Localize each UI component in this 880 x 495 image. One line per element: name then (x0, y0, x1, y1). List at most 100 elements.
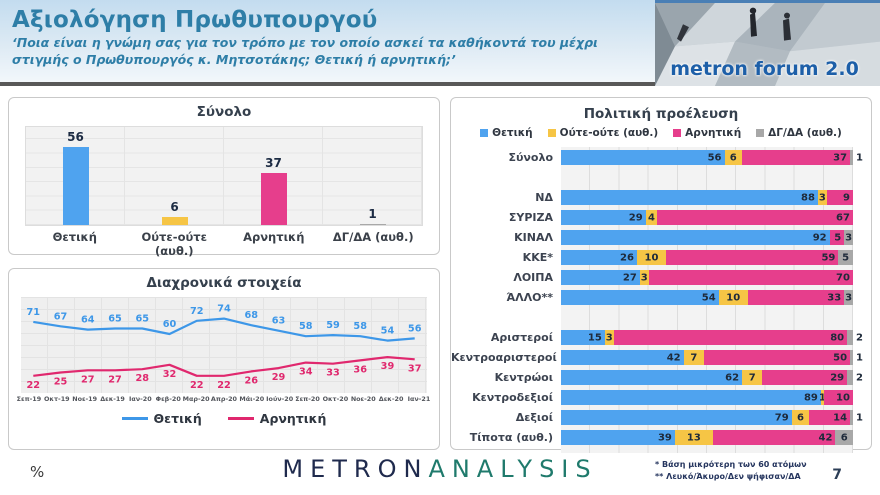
x-tick-label: Δεκ-20 (378, 395, 404, 403)
footnote-base: * Βάση μικρότερη των 60 ατόμων (655, 460, 807, 469)
point-value-label: 63 (272, 316, 286, 327)
segment-value-label: 27 (622, 272, 637, 283)
bar-segment (847, 330, 853, 345)
legend-line-swatch (227, 417, 254, 420)
bar-segment: 37 (742, 150, 851, 165)
segment-value-label: 6 (796, 412, 804, 423)
segment-value-label: 92 (812, 232, 827, 243)
brand-analysis: ANALYSIS (428, 455, 598, 483)
stacked-row: Κεντροδεξιοί 89 1 10 (451, 390, 871, 405)
row-track: 27 3 70 (561, 270, 853, 285)
bar-segment: 6 (835, 430, 853, 445)
point-value-label: 67 (54, 311, 68, 322)
x-tick-label: Οκτ-20 (322, 395, 349, 403)
row-track: 54 10 33 3 (561, 290, 853, 305)
bar-value-label: 37 (265, 156, 282, 171)
x-tick-label: Απρ-20 (210, 395, 237, 403)
point-value-label: 27 (81, 374, 95, 385)
row-label: Κεντροδεξιοί (472, 391, 553, 404)
x-tick-label: Ιαν-20 (129, 395, 152, 403)
panel-origin-title: Πολιτική προέλευση (583, 106, 739, 122)
bar-segment: 3 (844, 290, 853, 305)
bar-segment: 70 (648, 270, 853, 285)
bar-segment: 26 (561, 250, 637, 265)
panel-political-origin: Πολιτική προέλευση Θετική Ούτε-ούτε (αυθ.… (450, 97, 872, 453)
x-tick-label: Ιούν-20 (266, 395, 294, 403)
segment-value-label: 89 (803, 392, 818, 403)
segment-value-label: 7 (690, 352, 698, 363)
bar-segment: 1 (819, 390, 826, 405)
bar-slot: 37 (224, 127, 323, 225)
row-label: ΚΙΝΑΛ (514, 231, 553, 244)
row-label: ΛΟΙΠΑ (513, 271, 553, 284)
segment-value-label: 10 (726, 292, 741, 303)
bar-category-label: ΔΓ/ΔΑ (αυθ.) (332, 230, 414, 244)
segment-value-label: 26 (619, 252, 634, 263)
row-label: Τίποτα (αυθ.) (469, 431, 553, 444)
segment-value-label: 3 (818, 192, 826, 203)
segment-value-label: 3 (845, 292, 853, 303)
logo-mosaic-image (655, 3, 880, 86)
point-value-label: 60 (163, 319, 177, 330)
segment-value-label: 15 (587, 332, 602, 343)
stacked-row: ΚΚΕ* 26 10 59 5 (451, 250, 871, 265)
bar-segment: 3 (604, 330, 614, 345)
bar-segment: 80 (613, 330, 848, 345)
row-track: 29 4 67 (561, 210, 853, 225)
bar (260, 173, 287, 225)
bar-slot: 6 (125, 127, 224, 225)
segment-value-label: 9 (843, 192, 850, 203)
bar-slot: 1 (323, 127, 422, 225)
trend-x-axis: Σεπ-19 Οκτ-19 Νοε-19 Δεκ-19 Ιαν-20 Φεβ-20 Μαρ-… (15, 395, 433, 403)
x-tick-label: Νοε-20 (350, 395, 376, 403)
legend-swatch (673, 129, 682, 137)
segment-value-label: 3 (845, 232, 853, 243)
point-value-label: 65 (136, 314, 150, 325)
bar-slot: 56 (26, 127, 125, 225)
segment-value-label: 79 (774, 412, 789, 423)
origin-stacked-chart: Σύνολο 56 6 37 1 ΝΔ 88 3 9 ΣΥΡΙΖΑ 29 4 67 ΚΙΝΑΛ 92 5 3 ΚΚ… (451, 147, 871, 453)
point-value-label: 65 (108, 314, 122, 325)
segment-value-label: 37 (833, 152, 848, 163)
point-value-label: 72 (190, 306, 204, 317)
percent-unit-label: % (30, 463, 45, 481)
row-track: 79 6 14 1 (561, 410, 863, 425)
segment-value-label: 5 (834, 232, 842, 243)
bar-segment: 9 (826, 190, 853, 205)
row-label: ΚΚΕ* (522, 251, 553, 264)
x-tick-label: Ιαν-21 (407, 395, 431, 403)
point-value-label: 54 (381, 326, 395, 337)
row-track: 92 5 3 (561, 230, 853, 245)
legend-swatch (480, 129, 489, 137)
stacked-row: ΆΛΛΟ** 54 10 33 3 (451, 290, 871, 305)
bar-segment: 42 (712, 430, 836, 445)
legend-label: Θετική (153, 411, 202, 426)
segment-value-label: 10 (836, 392, 850, 403)
segment-value-label: 2 (856, 372, 863, 383)
bar-segment: 3 (817, 190, 827, 205)
point-value-label: 27 (108, 374, 122, 385)
trend-svg: 71 67 64 65 65 60 72 74 68 63 58 59 58 54 56 22 25 27 27 28… (27, 304, 422, 391)
legend-item: Θετική (121, 411, 202, 426)
segment-value-label: 33 (827, 292, 842, 303)
bar-segment (847, 370, 853, 385)
row-label: Σύνολο (508, 151, 553, 164)
bar-segment: 42 (561, 350, 684, 365)
row-label: Αριστεροί (490, 331, 553, 344)
segment-value-label: 29 (830, 372, 845, 383)
bar-category-label: Ούτε-ούτε (αυθ.) (141, 230, 207, 258)
bar-segment: 29 (762, 370, 848, 385)
bar-segment (850, 350, 853, 365)
point-value-label: 36 (353, 365, 367, 376)
point-value-label: 58 (299, 321, 313, 332)
bar-segment: 13 (674, 430, 713, 445)
trend-line-negative (33, 355, 415, 377)
point-value-label: 26 (244, 376, 258, 387)
row-label: Κεντροαριστεροί (451, 351, 557, 364)
point-value-label: 28 (136, 373, 150, 384)
footer: % METRONANALYSIS * Βάση μικρότερη των 60… (0, 451, 880, 495)
segment-value-label: 1 (856, 152, 863, 163)
point-value-label: 37 (408, 363, 422, 374)
x-tick-label: Σεπ-19 (16, 395, 42, 403)
row-track: 88 3 9 (561, 190, 853, 205)
